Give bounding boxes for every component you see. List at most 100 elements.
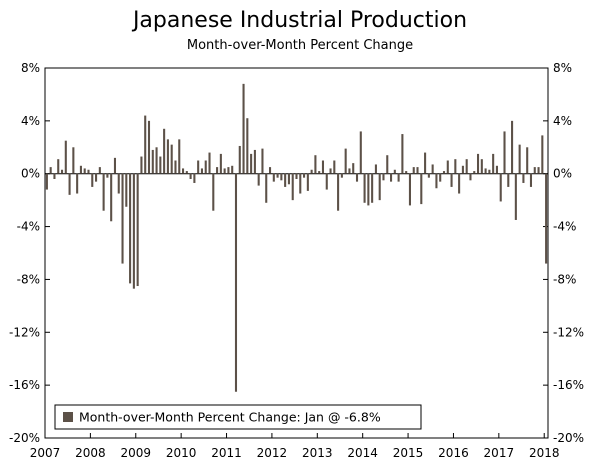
data-bar	[352, 163, 355, 174]
data-bar	[208, 152, 211, 174]
chart-subtitle: Month-over-Month Percent Change	[186, 38, 414, 53]
data-bar	[484, 168, 487, 174]
data-bar	[197, 160, 200, 174]
data-bar	[386, 155, 389, 174]
data-bar	[280, 173, 283, 181]
x-tick-label: 2018	[529, 446, 560, 460]
data-bar	[121, 173, 124, 264]
data-bar	[284, 173, 287, 187]
y-tick-label-right: 8%	[553, 61, 572, 75]
data-bar	[522, 173, 525, 183]
data-bar	[476, 153, 480, 174]
data-bar	[53, 173, 56, 179]
y-tick-label-left: -20%	[9, 431, 40, 445]
data-bar	[367, 173, 370, 206]
y-tick-label-left: 0%	[21, 167, 40, 181]
data-bar	[83, 168, 86, 174]
data-bar	[374, 164, 377, 174]
data-bar	[182, 168, 185, 174]
data-bar	[242, 83, 245, 174]
data-bar	[518, 144, 521, 174]
data-bar	[450, 173, 453, 187]
data-bar	[219, 153, 222, 174]
y-tick-label-left: -4%	[17, 220, 40, 234]
data-bar	[412, 167, 415, 174]
data-bar	[212, 173, 215, 211]
data-bar	[265, 173, 268, 203]
data-bar	[253, 149, 256, 174]
data-bar	[416, 167, 419, 174]
data-bar	[257, 173, 260, 186]
y-tick-label-right: -12%	[553, 325, 584, 339]
y-tick-label-left: -12%	[9, 325, 40, 339]
data-bar	[340, 173, 343, 178]
data-bar	[348, 168, 351, 174]
data-bar	[178, 139, 181, 174]
data-bar	[435, 173, 438, 189]
data-bar	[45, 173, 48, 190]
data-bar	[318, 171, 321, 174]
data-bar	[473, 171, 476, 174]
data-bar	[272, 173, 275, 182]
x-tick-label: 2013	[302, 446, 333, 460]
data-bar	[57, 159, 60, 174]
data-bar	[488, 169, 491, 174]
y-tick-label-right: -16%	[553, 378, 584, 392]
data-bar	[129, 173, 132, 284]
data-bar	[503, 131, 506, 174]
data-bar	[461, 165, 464, 174]
x-tick-label: 2009	[120, 446, 151, 460]
plot-frame	[44, 67, 549, 439]
data-bar	[95, 173, 98, 182]
data-bar	[223, 168, 226, 174]
data-bar	[193, 173, 196, 183]
data-bar	[306, 173, 309, 191]
data-bar	[310, 169, 313, 174]
data-bar	[431, 164, 434, 174]
data-bar	[64, 140, 67, 174]
data-bar	[155, 147, 158, 174]
data-bar	[68, 173, 71, 195]
data-bar	[533, 167, 536, 174]
data-bar	[231, 165, 234, 174]
data-bar	[492, 153, 495, 174]
data-bar	[234, 173, 238, 392]
data-bar	[238, 145, 241, 174]
data-bar	[250, 153, 253, 174]
y-tick-label-left: -16%	[9, 378, 40, 392]
data-bar	[204, 160, 207, 174]
data-bar	[499, 173, 502, 202]
data-bar	[454, 159, 457, 174]
x-tick-label: 2015	[393, 446, 424, 460]
y-tick-label-right: 0%	[553, 167, 572, 181]
data-bar	[314, 155, 317, 174]
data-bar	[401, 134, 404, 174]
data-bar	[170, 144, 173, 174]
data-bar	[378, 173, 381, 201]
y-tick-label-right: -20%	[553, 431, 584, 445]
data-bar	[147, 120, 151, 174]
data-bar	[446, 160, 449, 174]
data-bar	[76, 173, 79, 194]
data-bar	[268, 167, 272, 174]
data-bar	[469, 173, 472, 181]
data-bar	[495, 165, 498, 174]
x-tick-label: 2016	[438, 446, 469, 460]
data-bar	[344, 148, 347, 174]
y-tick-label-left: -8%	[17, 272, 40, 286]
x-tick-label: 2017	[484, 446, 515, 460]
data-bar	[458, 173, 461, 194]
data-bar	[397, 173, 400, 182]
data-bar	[408, 173, 411, 206]
data-bar	[79, 165, 82, 174]
data-bar	[136, 173, 139, 287]
x-tick-label: 2008	[75, 446, 106, 460]
data-bar	[117, 173, 120, 194]
data-bar	[276, 173, 279, 178]
data-bar	[102, 173, 105, 211]
data-bar	[382, 173, 385, 181]
data-bar	[541, 135, 544, 174]
data-bar	[91, 173, 94, 187]
y-tick-label-right: -4%	[553, 220, 576, 234]
